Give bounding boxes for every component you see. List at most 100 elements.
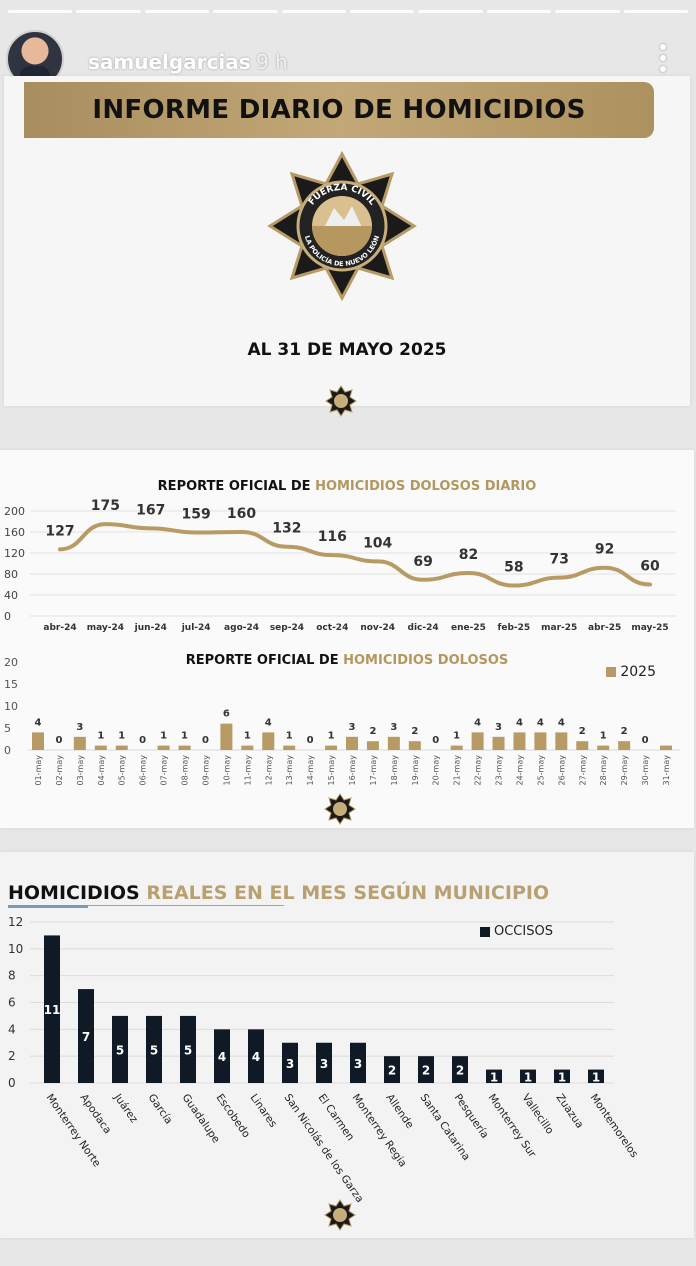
x-tick-label: García [146, 1092, 175, 1127]
data-label: 1 [600, 731, 607, 742]
data-label: 1 [592, 1070, 600, 1084]
bar [555, 732, 568, 750]
x-tick-label: 20-may [432, 755, 441, 786]
x-tick-label: 19-may [411, 755, 420, 786]
x-tick-label: 23-may [495, 755, 504, 786]
small-badge-icon [324, 793, 356, 825]
data-label: 160 [227, 506, 256, 522]
x-tick-label: abr-25 [588, 623, 621, 633]
data-label: 4 [218, 1050, 226, 1064]
x-tick-label: 14-may [306, 755, 315, 786]
data-label: 2 [456, 1064, 464, 1078]
data-label: 1 [160, 731, 167, 742]
bar [576, 741, 589, 750]
data-label: 5 [116, 1043, 124, 1057]
x-tick-label: ago-24 [224, 623, 259, 633]
data-label: 1 [453, 731, 460, 742]
bar [214, 1029, 230, 1083]
data-label: 60 [640, 559, 660, 575]
data-label: 3 [349, 722, 356, 733]
story-segment [213, 10, 278, 13]
bar [248, 1029, 264, 1083]
bar [513, 732, 526, 750]
y-tick-label: 80 [4, 568, 18, 581]
data-label: 0 [432, 735, 439, 746]
bar [220, 723, 233, 750]
bar [94, 745, 107, 750]
post-time: 9 h [256, 50, 288, 74]
data-label: 5 [184, 1043, 192, 1057]
bar [534, 732, 547, 750]
story-segment [281, 10, 347, 13]
bar [408, 741, 421, 750]
bar [157, 745, 170, 750]
x-tick-label: feb-25 [497, 623, 530, 633]
data-label: 175 [91, 498, 120, 514]
bar [387, 736, 400, 750]
bar [283, 745, 296, 750]
x-tick-label: 25-may [536, 755, 545, 786]
title-underline [8, 905, 88, 908]
bar [452, 1056, 468, 1083]
data-label: 2 [621, 726, 628, 737]
x-tick-label: 12-may [264, 755, 273, 786]
small-badge-icon [324, 1199, 356, 1231]
x-tick-label: Juárez [111, 1091, 140, 1126]
slide-municipio: HOMICIDIOS REALES EN EL MES SEGÚN MUNICI… [0, 852, 694, 1238]
monthly-homicides-line-chart: 0 40 80 120 160 200 127 abr-24 175 may-24 167 jun-2… [4, 498, 676, 633]
x-tick-label: 28-may [599, 755, 608, 786]
data-label: 6 [223, 709, 230, 720]
x-tick-label: 15-may [327, 755, 336, 786]
story-segment [486, 10, 552, 13]
bar-chart-title: REPORTE OFICIAL DE HOMICIDIOS DOLOSOS [185, 653, 509, 668]
data-label: 7 [82, 1030, 90, 1044]
y-tick-label: 10 [4, 700, 18, 713]
data-label: 159 [182, 507, 211, 523]
x-tick-label: may-24 [87, 623, 124, 633]
y-tick-label: 4 [8, 1022, 16, 1036]
story-segment [76, 10, 141, 13]
story-segment [144, 10, 210, 13]
more-options-icon[interactable] [660, 44, 666, 74]
bar [178, 745, 191, 750]
data-label: 0 [307, 735, 314, 746]
y-tick-label: 8 [8, 969, 16, 983]
bar [350, 1042, 366, 1083]
x-tick-label: 06-may [139, 755, 148, 786]
data-label: 3 [320, 1057, 328, 1071]
x-tick-label: may-25 [631, 623, 668, 633]
data-label: 69 [413, 554, 432, 570]
x-tick-label: Linares [248, 1092, 280, 1130]
title-banner: INFORME DIARIO DE HOMICIDIOS [24, 82, 654, 138]
x-tick-label: 31-may [662, 755, 671, 786]
slide-cover: INFORME DIARIO DE HOMICIDIOS FUERZA CIVI… [4, 76, 690, 417]
bar [588, 1069, 604, 1083]
title-underline-gold [88, 905, 284, 906]
x-tick-label: Vallecillo [520, 1092, 556, 1137]
data-label: 1 [244, 731, 251, 742]
bar [366, 741, 379, 750]
x-tick-label: 02-may [55, 755, 64, 786]
username[interactable]: samuelgarcias [88, 50, 251, 74]
bar [486, 1069, 502, 1083]
x-tick-label: Escobedo [214, 1092, 253, 1140]
legend-label: 2025 [620, 664, 656, 680]
data-label: 4 [516, 717, 523, 728]
data-label: 4 [537, 717, 544, 728]
data-label: 2 [579, 726, 586, 737]
data-label: 4 [265, 717, 272, 728]
police-badge-logo: FUERZA CIVIL LA POLICÍA DE NUEVO LEÓN [267, 150, 417, 302]
y-tick-label: 12 [8, 915, 23, 929]
x-tick-label: 29-may [620, 755, 629, 786]
data-label: 1 [490, 1070, 498, 1084]
data-label: 4 [252, 1050, 260, 1064]
bar [346, 736, 358, 750]
bar [32, 732, 44, 750]
story-segment [418, 10, 483, 13]
data-label: 2 [411, 726, 418, 737]
legend-occisos: OCCISOS [480, 924, 553, 939]
x-tick-label: Allende [384, 1092, 416, 1131]
data-label: 3 [495, 722, 502, 733]
data-label: 82 [459, 547, 478, 563]
small-badge-icon [325, 385, 357, 417]
